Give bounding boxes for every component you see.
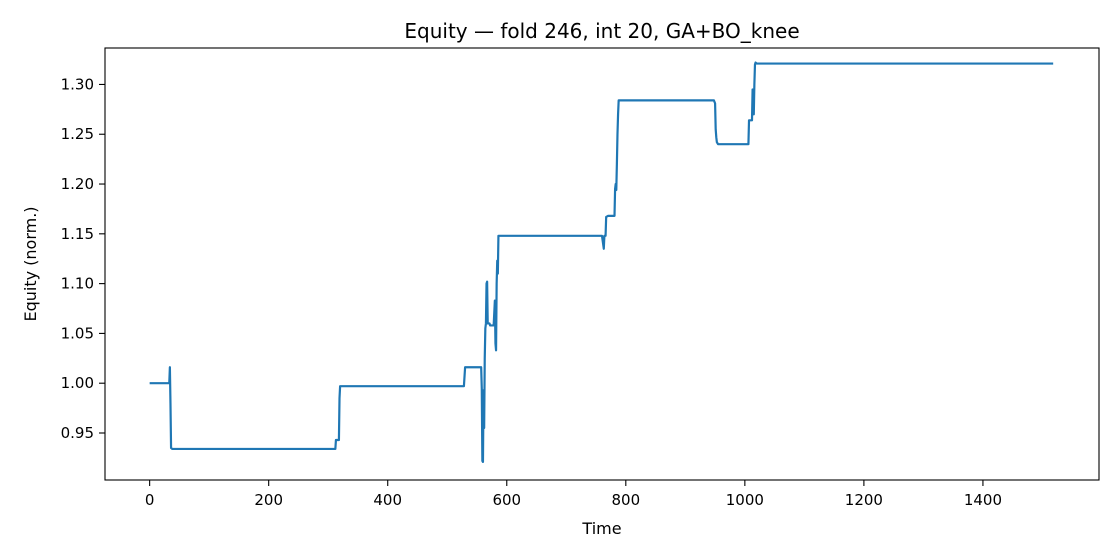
y-axis-label: Equity (norm.) [21, 206, 40, 321]
x-tick-label: 600 [492, 491, 521, 509]
x-tick-label: 800 [611, 491, 640, 509]
x-tick-label: 1000 [726, 491, 764, 509]
y-tick-label: 1.00 [61, 374, 94, 392]
plot-area [149, 61, 1054, 463]
y-tick-label: 1.25 [61, 125, 94, 143]
x-tick-label: 0 [145, 491, 155, 509]
x-tick-label: 400 [373, 491, 402, 509]
x-axis-label: Time [581, 519, 621, 538]
y-tick-label: 1.05 [61, 324, 94, 342]
y-tick-label: 1.10 [61, 275, 94, 293]
y-tick-label: 1.20 [61, 175, 94, 193]
x-tick-label: 200 [254, 491, 283, 509]
x-tick-label: 1400 [964, 491, 1002, 509]
y-tick-label: 0.95 [61, 424, 94, 442]
equity-series-line [149, 61, 1054, 463]
chart-title: Equity — fold 246, int 20, GA+BO_knee [404, 19, 799, 43]
y-axis: 0.95 1.00 1.05 1.10 1.15 1.20 1.25 1.30 [61, 75, 105, 442]
plot-frame [104, 47, 1100, 481]
y-tick-label: 1.15 [61, 225, 94, 243]
x-tick-label: 1200 [845, 491, 883, 509]
x-axis: 0 200 400 600 800 1000 1200 1400 [145, 480, 1002, 509]
y-tick-label: 1.30 [61, 75, 94, 93]
